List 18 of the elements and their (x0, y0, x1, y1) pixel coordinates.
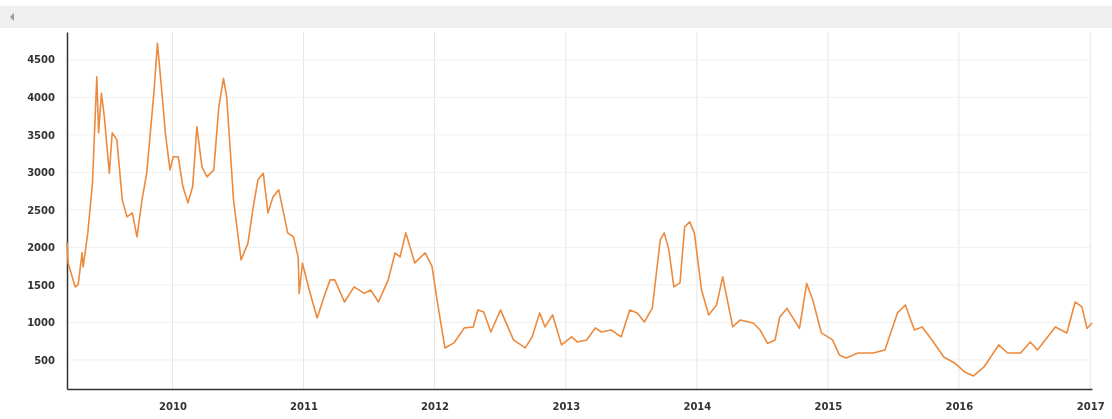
x-tick-label: 2013 (552, 401, 581, 413)
y-tick-label: 3500 (27, 129, 56, 141)
x-tick-label: 2012 (421, 401, 449, 413)
x-tick-label: 2011 (290, 401, 318, 413)
x-tick-label: 2017 (1076, 401, 1105, 413)
y-tick-label: 2500 (27, 204, 56, 216)
y-tick-label: 3000 (27, 167, 56, 179)
y-tick-label: 2000 (27, 242, 56, 254)
x-tick-label: 2014 (683, 401, 712, 413)
y-tick-label: 1500 (27, 279, 56, 291)
x-tick-label: 2010 (159, 401, 187, 413)
line-series (66, 42, 1093, 377)
x-tick-label: 2015 (814, 401, 843, 413)
y-tick-label: 4500 (27, 54, 56, 66)
y-tick-label: 1000 (27, 317, 56, 329)
y-tick-label: 4000 (27, 91, 56, 103)
y-tick-label: 500 (34, 354, 56, 366)
x-tick-label: 2016 (945, 401, 974, 413)
